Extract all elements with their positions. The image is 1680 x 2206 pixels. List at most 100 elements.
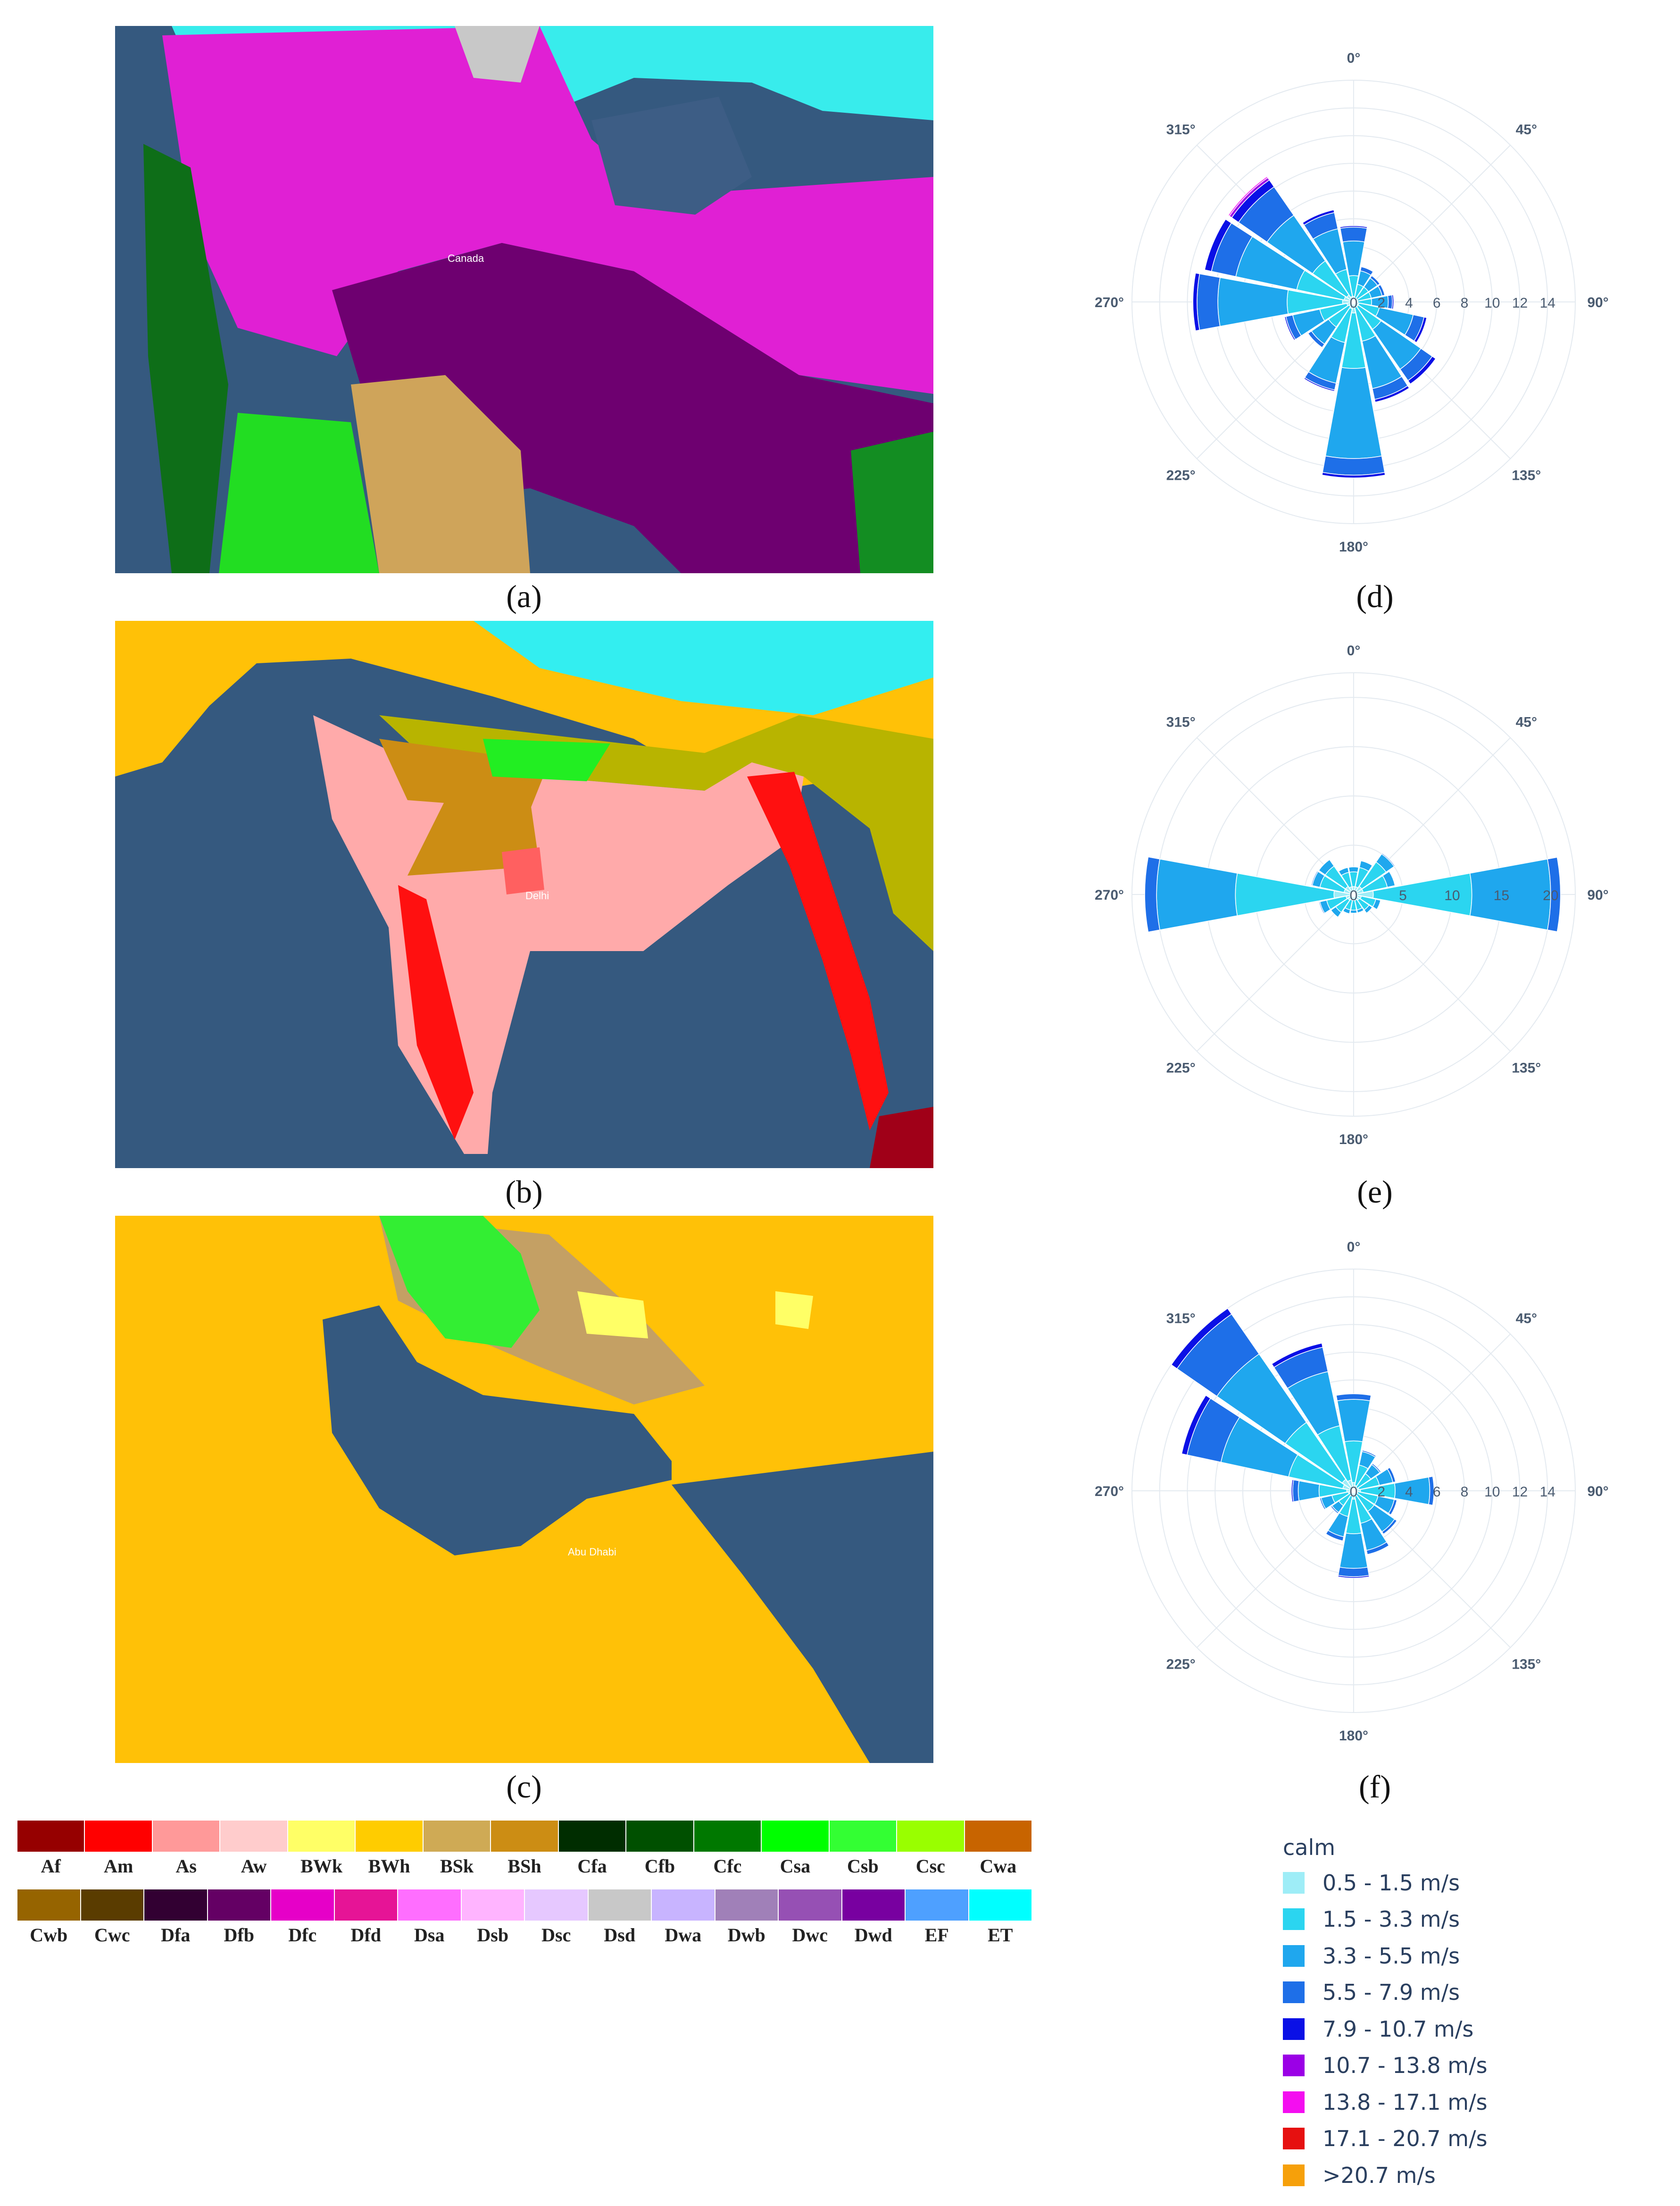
koppen-legend-row1-codes: Af Am As Aw BWk BWh BSk BSh Cfa Cfb Cfc Csa Csb Csc Cw… xyxy=(17,1855,1032,1877)
speed-legend-swatch xyxy=(1283,1981,1305,2004)
rose-bar-segment xyxy=(1307,330,1325,348)
koppen-swatch-cfb xyxy=(626,1820,694,1852)
rose-direction-label: 315° xyxy=(1166,122,1196,138)
climate-map-b: Delhi xyxy=(115,621,933,1168)
panel-label-a: (a) xyxy=(506,578,542,614)
rose-radial-tick-label: 10 xyxy=(1484,295,1500,311)
rose-bar-segment xyxy=(1318,859,1335,876)
rose-direction-label: 180° xyxy=(1339,1728,1368,1744)
koppen-code-ef: EF xyxy=(924,1924,949,1946)
rose-direction-label: 135° xyxy=(1512,468,1541,483)
koppen-code-dwb: Dwb xyxy=(727,1924,765,1946)
map-place-label: Canada xyxy=(448,252,484,264)
koppen-code-bwh: BWh xyxy=(368,1855,410,1877)
koppen-swatch-cwb xyxy=(17,1889,81,1921)
rose-bar-segment xyxy=(1144,856,1160,933)
koppen-code-csc: Csc xyxy=(915,1855,945,1877)
rose-direction-label: 270° xyxy=(1095,295,1124,310)
rose-radial-tick-label: 5 xyxy=(1399,888,1407,903)
koppen-swatch-dfa xyxy=(144,1889,208,1921)
rose-bar-segment xyxy=(1156,859,1238,930)
rose-bar-segment xyxy=(1338,1566,1370,1577)
rose-bar-segment xyxy=(1381,1519,1397,1535)
rose-bar-segment xyxy=(1338,867,1349,876)
koppen-legend-row2-codes: Cwb Cwc Dfa Dfb Dfc Dfd Dsa Dsb Dsc Dsd Dwa Dwb Dwc D… xyxy=(17,1924,1032,1946)
koppen-code-dsb: Dsb xyxy=(477,1924,509,1946)
speed-legend-label: 0.5 - 1.5 m/s xyxy=(1322,1870,1460,1896)
rose-direction-label: 270° xyxy=(1095,1484,1124,1499)
rose-radial-tick-label: 15 xyxy=(1494,888,1509,903)
speed-legend-label: 5.5 - 7.9 m/s xyxy=(1322,1980,1460,2005)
rose-bar-segment xyxy=(1336,1393,1372,1402)
koppen-swatch-bsh xyxy=(491,1820,558,1852)
koppen-code-et: ET xyxy=(988,1924,1013,1946)
rose-direction-label: 315° xyxy=(1166,715,1196,730)
koppen-code-cfc: Cfc xyxy=(713,1855,742,1877)
rose-direction-label: 90° xyxy=(1587,295,1608,310)
speed-legend-swatch xyxy=(1283,1908,1305,1930)
speed-legend-label: 13.8 - 17.1 m/s xyxy=(1322,2089,1488,2115)
rose-bar-segment xyxy=(1360,266,1374,276)
speed-legend-label: 17.1 - 20.7 m/s xyxy=(1322,2126,1488,2152)
speed-legend-item: 3.3 - 5.5 m/s xyxy=(1283,1938,1528,1974)
koppen-code-bsh: BSh xyxy=(507,1855,541,1877)
rose-bar-segment xyxy=(1339,1532,1368,1569)
speed-legend-swatch xyxy=(1283,2055,1305,2077)
rose-spoke xyxy=(1353,894,1511,1052)
koppen-swatch-dwd xyxy=(841,1889,905,1921)
rose-bar-segment xyxy=(1319,1497,1326,1510)
rose-radial-tick-label: 4 xyxy=(1405,1484,1413,1500)
koppen-swatch-dsd xyxy=(588,1889,651,1921)
rose-direction-label: 0° xyxy=(1347,643,1361,659)
koppen-swatch-dfb xyxy=(207,1889,271,1921)
speed-legend-item: 10.7 - 13.8 m/s xyxy=(1283,2047,1528,2084)
koppen-code-af: Af xyxy=(41,1855,61,1877)
speed-legend-item: 13.8 - 17.1 m/s xyxy=(1283,2084,1528,2121)
rose-bar-segment xyxy=(1469,859,1551,930)
koppen-swatch-cfa xyxy=(558,1820,626,1852)
koppen-code-dwc: Dwc xyxy=(792,1924,828,1946)
rose-radial-tick-label: 0 xyxy=(1350,295,1358,311)
koppen-swatch-csb xyxy=(829,1820,897,1852)
rose-bar-segment xyxy=(1297,1480,1320,1501)
rose-bar-segment xyxy=(1228,176,1268,217)
speed-legend-item: 0.5 - 1.5 m/s xyxy=(1283,1864,1528,1901)
koppen-code-csa: Csa xyxy=(780,1855,811,1877)
rose-bar-segment xyxy=(1366,1541,1389,1555)
koppen-swatch-cfc xyxy=(693,1820,762,1852)
koppen-swatch-dsb xyxy=(461,1889,524,1921)
koppen-code-dfd: Dfd xyxy=(350,1924,381,1946)
koppen-code-csb: Csb xyxy=(847,1855,879,1877)
rose-direction-label: 45° xyxy=(1516,715,1537,730)
rose-radial-tick-label: 4 xyxy=(1405,295,1413,311)
koppen-code-bwk: BWk xyxy=(300,1855,343,1877)
koppen-swatch-csa xyxy=(761,1820,829,1852)
speed-legend-swatch xyxy=(1283,1945,1305,1967)
wind-rose-f: 0 2 4 6 8 10 12 14 0° 45° 90° 135° 180° 225° 270° 315° xyxy=(1071,1208,1637,1774)
rose-radial-tick-label: 14 xyxy=(1540,295,1555,311)
rose-direction-label: 0° xyxy=(1347,50,1361,66)
rose-direction-label: 270° xyxy=(1095,887,1124,903)
rose-bar-segment xyxy=(1414,317,1427,343)
koppen-swatch-csc xyxy=(897,1820,965,1852)
koppen-code-dfa: Dfa xyxy=(161,1924,191,1946)
koppen-swatch-bsk xyxy=(423,1820,491,1852)
rose-bar-segment xyxy=(1372,899,1381,910)
rose-bar-segment xyxy=(1322,455,1385,476)
speed-legend-label: 3.3 - 5.5 m/s xyxy=(1322,1943,1460,1969)
koppen-code-cwa: Cwa xyxy=(980,1855,1017,1877)
rose-bar-segment xyxy=(1356,907,1364,913)
rose-bar-segment xyxy=(1339,226,1368,242)
rose-bar-segment xyxy=(1303,377,1335,392)
rose-bar-segment xyxy=(1197,273,1221,331)
rose-bar-segment xyxy=(1337,1575,1370,1579)
koppen-swatch-dsa xyxy=(398,1889,461,1921)
rose-direction-label: 225° xyxy=(1166,1656,1196,1672)
panel-label-c: (c) xyxy=(506,1769,542,1805)
rose-bar-segment xyxy=(1359,860,1373,872)
koppen-swatch-aw xyxy=(220,1820,288,1852)
rose-radial-tick-label: 6 xyxy=(1433,295,1441,311)
rose-bar-segment xyxy=(1342,907,1351,914)
rose-bar-segment xyxy=(1192,272,1200,332)
rose-radial-tick-label: 0 xyxy=(1350,1484,1358,1500)
